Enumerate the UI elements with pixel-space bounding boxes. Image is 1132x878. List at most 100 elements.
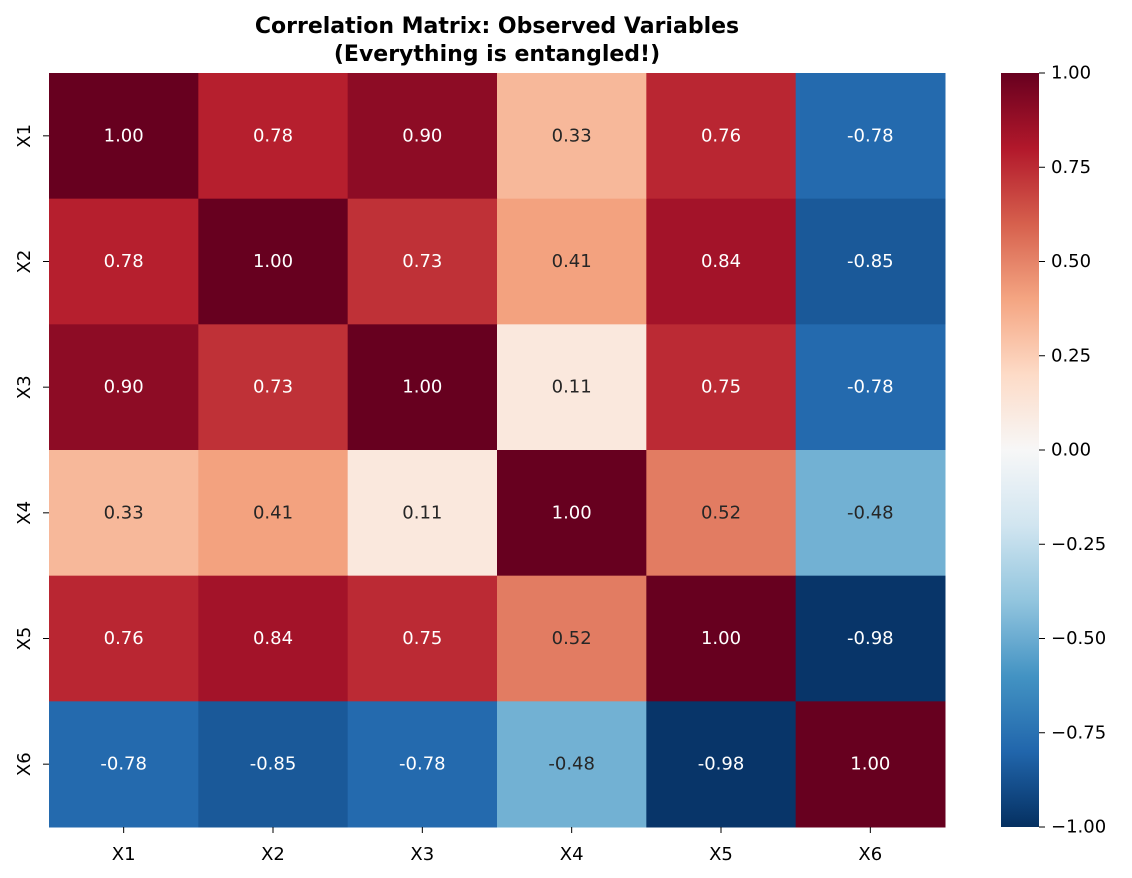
heatmap-cell-X6-X4 (497, 701, 647, 828)
x-tick-label: X6 (858, 844, 882, 865)
cell-label: 1.00 (701, 628, 741, 649)
heatmap-cell-X1-X5 (646, 73, 797, 200)
heatmap-cell-X3-X4 (497, 324, 647, 451)
heatmap-cell-X4-X6 (795, 450, 946, 577)
cell-label: 0.75 (701, 377, 741, 398)
colorbar-tick-label: −0.75 (1051, 722, 1106, 743)
heatmap-cell-X5-X1 (49, 575, 199, 702)
heatmap-cell-X3-X5 (646, 324, 797, 451)
colorbar-tick-label: 1.00 (1051, 63, 1091, 84)
chart-title: Correlation Matrix: Observed Variables (255, 14, 739, 39)
heatmap-cell-X5-X3 (347, 575, 498, 702)
cell-label: 0.52 (701, 502, 741, 523)
colorbar-tick-label: −0.25 (1051, 534, 1106, 555)
cell-label: 0.90 (402, 125, 442, 146)
cell-label: -0.78 (399, 754, 446, 775)
colorbar: 1.00 0.75 0.50 0.25 0.00 −0.25 −0.50 −0.75 −1.00 (1001, 63, 1106, 838)
heatmap-cell-X6-X6 (795, 701, 946, 828)
heatmap-cell-X4-X1 (49, 450, 199, 577)
x-tick-label: X3 (410, 844, 434, 865)
cell-label: -0.78 (847, 125, 894, 146)
heatmap-cell-X1-X1 (49, 73, 199, 200)
cell-label: 0.75 (402, 628, 442, 649)
cell-label: 1.00 (253, 251, 293, 272)
cell-label: 0.84 (701, 251, 741, 272)
heatmap-cell-X6-X1 (49, 701, 199, 828)
colorbar-gradient (1001, 73, 1039, 827)
x-tick-label: X5 (709, 844, 733, 865)
cell-label: 0.11 (552, 377, 592, 398)
x-tick-label: X1 (112, 844, 136, 865)
cell-label: 0.76 (104, 628, 144, 649)
heatmap-cell-X4-X2 (198, 450, 349, 577)
heatmap-cell-X5-X5 (646, 575, 797, 702)
cell-label: -0.98 (847, 628, 894, 649)
cell-label: 1.00 (402, 377, 442, 398)
cell-label: 1.00 (850, 754, 890, 775)
cell-label: -0.85 (250, 754, 297, 775)
y-tick-label: X4 (14, 501, 35, 525)
heatmap-cell-X5-X4 (497, 575, 647, 702)
heatmap-cell-X4-X3 (347, 450, 498, 577)
heatmap-cell-X4-X5 (646, 450, 797, 577)
cell-label: 0.33 (552, 125, 592, 146)
heatmap-cell-X6-X2 (198, 701, 349, 828)
cell-label: 0.84 (253, 628, 293, 649)
cell-label: -0.85 (847, 251, 894, 272)
cell-label: -0.78 (847, 377, 894, 398)
heatmap-cells: 1.00 0.78 0.90 0.33 0.76 -0.78 0.78 1.00 0.73 0.4… (49, 73, 946, 828)
colorbar-tick-label: −1.00 (1051, 817, 1106, 838)
heatmap-cell-X2-X3 (347, 198, 498, 325)
cell-label: -0.48 (847, 502, 894, 523)
cell-label: 0.33 (104, 502, 144, 523)
colorbar-tick-label: 0.25 (1051, 345, 1091, 366)
heatmap-cell-X1-X4 (497, 73, 647, 200)
cell-label: 0.73 (402, 251, 442, 272)
x-tick-label: X4 (560, 844, 584, 865)
cell-label: 0.76 (701, 125, 741, 146)
colorbar-tick-label: 0.75 (1051, 157, 1091, 178)
cell-label: 0.73 (253, 377, 293, 398)
heatmap-cell-X1-X6 (795, 73, 946, 200)
heatmap-cell-X2-X2 (198, 198, 349, 325)
heatmap-cell-X2-X5 (646, 198, 797, 325)
heatmap-cell-X2-X1 (49, 198, 199, 325)
heatmap-cell-X1-X2 (198, 73, 349, 200)
cell-label: 0.11 (402, 502, 442, 523)
cell-label: -0.48 (548, 754, 595, 775)
heatmap-cell-X2-X4 (497, 198, 647, 325)
heatmap-cell-X3-X2 (198, 324, 349, 451)
colorbar-tick-label: 0.50 (1051, 251, 1091, 272)
cell-label: -0.98 (698, 754, 745, 775)
heatmap-cell-X2-X6 (795, 198, 946, 325)
x-axis: X1 X2 X3 X4 X5 X6 (112, 827, 882, 865)
cell-label: 1.00 (552, 502, 592, 523)
colorbar-tick-label: −0.50 (1051, 628, 1106, 649)
y-tick-label: X1 (14, 124, 35, 148)
cell-label: 1.00 (104, 125, 144, 146)
cell-label: 0.41 (253, 502, 293, 523)
y-tick-label: X3 (14, 375, 35, 399)
y-axis: X1 X2 X3 X4 X5 X6 (14, 124, 49, 776)
cell-label: -0.78 (100, 754, 147, 775)
cell-label: 0.41 (552, 251, 592, 272)
cell-label: 0.52 (552, 628, 592, 649)
heatmap-cell-X5-X2 (198, 575, 349, 702)
heatmap-cell-X6-X3 (347, 701, 498, 828)
y-tick-label: X2 (14, 250, 35, 274)
y-tick-label: X5 (14, 627, 35, 651)
heatmap-cell-X6-X5 (646, 701, 797, 828)
cell-label: 0.78 (104, 251, 144, 272)
colorbar-tick-label: 0.00 (1051, 440, 1091, 461)
heatmap-cell-X3-X3 (347, 324, 498, 451)
chart-subtitle: (Everything is entangled!) (334, 42, 660, 67)
heatmap-cell-X3-X1 (49, 324, 199, 451)
cell-label: 0.90 (104, 377, 144, 398)
heatmap-cell-X5-X6 (795, 575, 946, 702)
heatmap-cell-X1-X3 (347, 73, 498, 200)
y-tick-label: X6 (14, 752, 35, 776)
cell-label: 0.78 (253, 125, 293, 146)
heatmap-cell-X4-X4 (497, 450, 647, 577)
heatmap-cell-X3-X6 (795, 324, 946, 451)
